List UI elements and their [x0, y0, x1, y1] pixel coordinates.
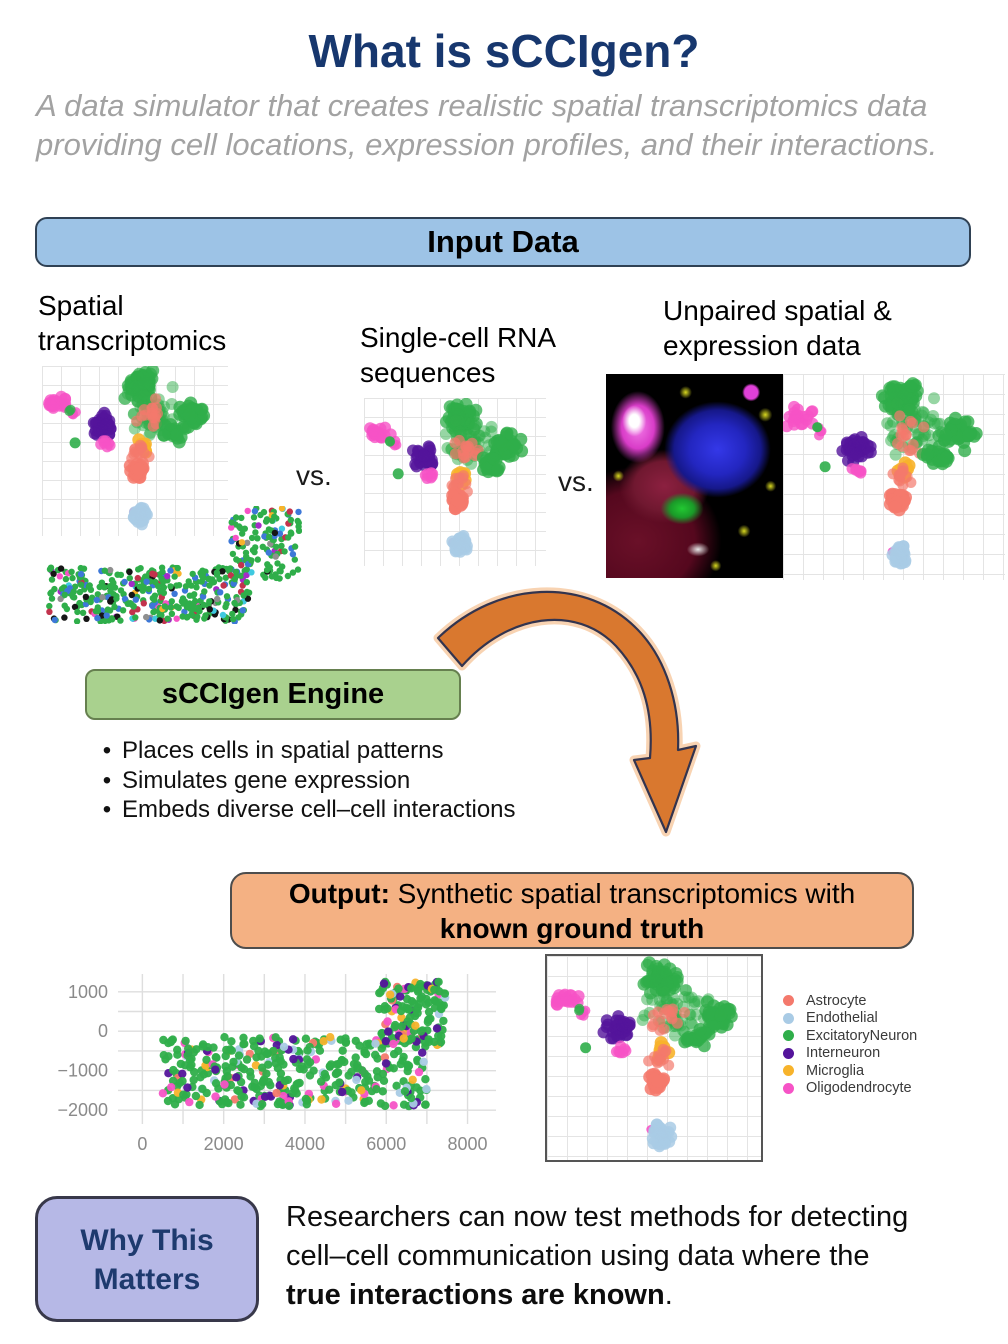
legend-dot — [783, 1012, 794, 1024]
legend-label: Endothelial — [806, 1010, 878, 1027]
legend-item: Microglia — [783, 1062, 1003, 1080]
curved-arrow-icon — [433, 587, 701, 837]
legend-dot — [783, 1030, 794, 1042]
svg-text:8000: 8000 — [448, 1134, 488, 1154]
legend-label: ExcitatoryNeuron — [806, 1027, 918, 1044]
svg-text:6000: 6000 — [366, 1134, 406, 1154]
legend-label: Microglia — [806, 1062, 865, 1079]
engine-bullet: Simulates gene expression — [92, 766, 612, 796]
engine-box: sCCIgen Engine — [85, 669, 461, 720]
legend-label: Interneuron — [806, 1045, 881, 1062]
svg-text:−1000: −1000 — [57, 1061, 108, 1081]
subtitle-line1: A data simulator that creates realistic … — [36, 88, 928, 123]
legend-dot — [783, 1082, 794, 1094]
input-column-label-spatial: Spatial transcriptomics — [38, 290, 227, 356]
svg-text:2000: 2000 — [204, 1134, 244, 1154]
output-banner: Output: Synthetic spatial transcriptomic… — [230, 872, 914, 949]
unpaired-umap-plot — [783, 374, 1005, 580]
cell-type-legend: Astrocyte Endothelial ExcitatoryNeuron I… — [783, 992, 1003, 1097]
svg-text:1000: 1000 — [68, 982, 108, 1002]
why-this-matters-box: Why This Matters — [35, 1196, 259, 1322]
engine-bullet: Places cells in spatial patterns — [92, 736, 612, 766]
subtitle-text: A data simulator that creates realistic … — [36, 86, 981, 164]
output-spatial-scatter-plot: 0 2000 4000 6000 8000 1000 0 −1000 −2000 — [48, 966, 510, 1158]
svg-text:0: 0 — [137, 1134, 147, 1154]
output-line2: known ground truth — [439, 913, 705, 944]
page-title: What is sCCIgen? — [308, 25, 700, 77]
legend-item: Interneuron — [783, 1045, 1003, 1063]
output-umap-plot — [545, 954, 763, 1162]
input-column-label-unpaired: Unpaired spatial & expression data — [663, 295, 892, 361]
vs-label-1: vs. — [296, 460, 332, 491]
engine-bullet-list: Places cells in spatial patterns Simulat… — [92, 736, 612, 825]
spatial-umap-plot — [42, 366, 228, 536]
svg-text:4000: 4000 — [285, 1134, 325, 1154]
legend-item: Endothelial — [783, 1010, 1003, 1028]
output-line1: Output: Synthetic spatial transcriptomic… — [288, 878, 856, 909]
conclusion-text: Researchers can now test methods for det… — [286, 1201, 909, 1311]
microscopy-image — [606, 374, 783, 578]
legend-dot — [783, 995, 794, 1007]
legend-item: Oligodendrocyte — [783, 1080, 1003, 1098]
input-data-banner: Input Data — [35, 217, 971, 267]
svg-text:−2000: −2000 — [57, 1100, 108, 1120]
legend-label: Oligodendrocyte — [806, 1080, 912, 1097]
subtitle-line2: providing cell locations, expression pro… — [36, 127, 938, 162]
legend-item: ExcitatoryNeuron — [783, 1027, 1003, 1045]
legend-dot — [783, 1065, 794, 1077]
input-column-label-singlecell: Single-cell RNA sequences — [360, 322, 557, 388]
singlecell-umap-plot — [364, 398, 546, 566]
svg-text:0: 0 — [98, 1021, 108, 1041]
legend-item: Astrocyte — [783, 992, 1003, 1010]
engine-bullet: Embeds diverse cell–cell interactions — [92, 795, 612, 825]
tissue-scatter-plot — [44, 506, 302, 624]
vs-label-2: vs. — [558, 466, 594, 497]
legend-dot — [783, 1047, 794, 1059]
legend-label: Astrocyte — [806, 992, 867, 1009]
